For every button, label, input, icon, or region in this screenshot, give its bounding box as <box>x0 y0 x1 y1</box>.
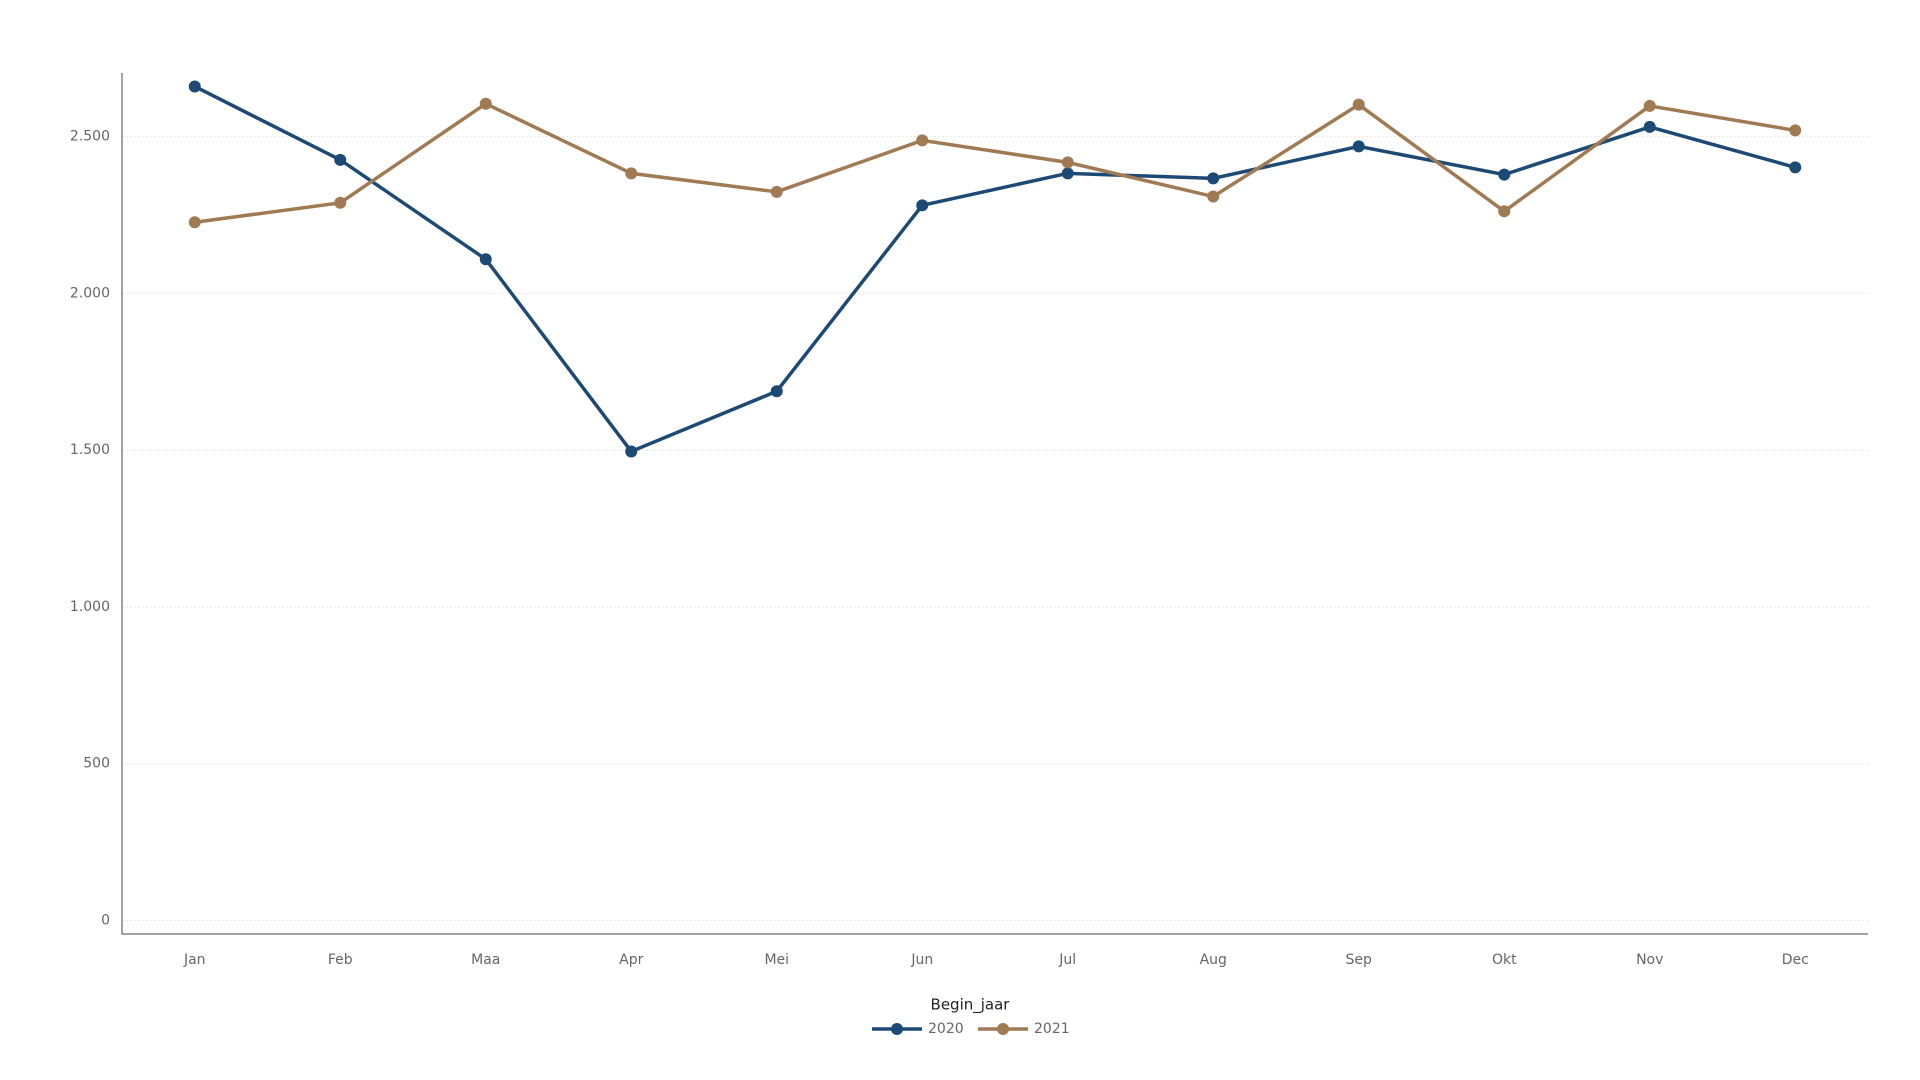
legend-label: 2021 <box>1034 1021 1070 1037</box>
data-point <box>1207 190 1220 203</box>
y-tick-label: 500 <box>83 756 110 772</box>
data-point <box>334 153 347 166</box>
legend-marker <box>997 1023 1009 1035</box>
data-point <box>188 216 201 229</box>
data-point <box>1498 205 1511 218</box>
series-line <box>194 101 1796 224</box>
y-tick-label: 1.000 <box>70 599 110 615</box>
x-tick-label: Nov <box>1636 952 1663 968</box>
x-tick-label: Jan <box>183 952 206 968</box>
legend-title: Begin_jaar <box>931 996 1011 1015</box>
legend-marker <box>891 1023 903 1035</box>
data-point <box>1061 167 1074 180</box>
data-point <box>188 80 201 93</box>
x-tick-label: Okt <box>1492 952 1517 968</box>
x-tick-label: Aug <box>1200 952 1227 968</box>
data-point <box>1643 120 1656 133</box>
x-tick-label: Dec <box>1782 952 1809 968</box>
y-tick-label: 0 <box>101 913 110 929</box>
data-point <box>1643 99 1656 112</box>
data-point <box>1789 124 1802 137</box>
y-tick-label: 2.000 <box>70 285 110 301</box>
data-point <box>1061 156 1074 169</box>
data-point <box>625 167 638 180</box>
data-point <box>1207 172 1220 185</box>
x-tick-label: Mei <box>764 952 789 968</box>
data-point <box>1498 168 1511 181</box>
x-tick-label: Sep <box>1346 952 1373 968</box>
data-point <box>625 445 638 458</box>
data-point <box>479 97 492 110</box>
x-tick-label: Feb <box>328 952 353 968</box>
y-tick-label: 1.500 <box>70 442 110 458</box>
data-point <box>1789 161 1802 174</box>
x-tick-label: Jul <box>1058 952 1076 968</box>
data-point <box>1352 140 1365 153</box>
data-point <box>916 134 929 147</box>
data-point <box>1352 98 1365 111</box>
data-point <box>334 196 347 209</box>
x-tick-label: Jun <box>910 952 933 968</box>
y-tick-label: 2.500 <box>70 129 110 145</box>
data-point <box>770 185 783 198</box>
series-line <box>193 84 1796 454</box>
data-point <box>479 253 492 266</box>
legend-label: 2020 <box>928 1021 964 1037</box>
x-tick-label: Apr <box>619 952 643 968</box>
data-point <box>770 385 783 398</box>
data-point <box>916 199 929 212</box>
x-tick-label: Maa <box>471 952 500 968</box>
